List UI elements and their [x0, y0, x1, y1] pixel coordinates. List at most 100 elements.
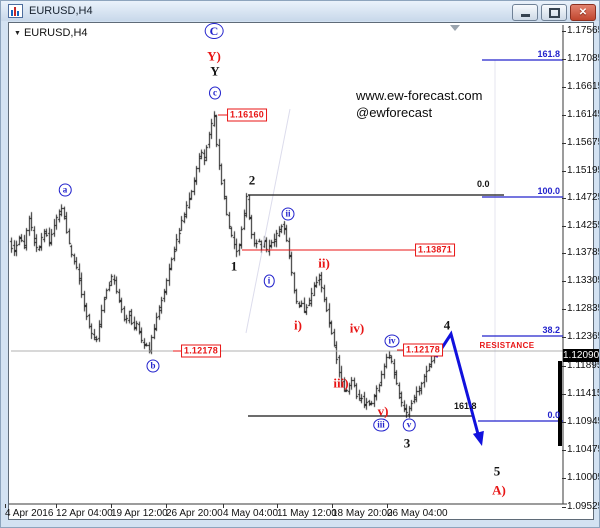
price-axis-tick [562, 171, 566, 172]
fib-black-label[interactable]: 161.8 [454, 401, 477, 411]
time-axis-tick [332, 504, 333, 508]
price-tag[interactable]: 1.16160 [227, 108, 267, 122]
chart-window-icon [8, 4, 23, 18]
price-axis-tick [562, 309, 566, 310]
time-axis-tick [387, 504, 388, 508]
price-axis-tick [562, 337, 566, 338]
time-axis-label: 18 May 20:00 [332, 508, 393, 519]
wave-label-4[interactable]: 4 [443, 317, 451, 333]
wave-label-i[interactable]: i) [294, 317, 302, 333]
wave-label-ii[interactable]: ii) [318, 255, 330, 271]
wave-label-c[interactable]: c [209, 86, 221, 100]
price-axis-tick [562, 478, 566, 479]
price-axis-label: 1.09525 [567, 501, 600, 512]
wave-label-iii[interactable]: iii) [333, 375, 349, 391]
wave-label-y[interactable]: Y [210, 63, 220, 79]
wave-label-b[interactable]: b [146, 359, 160, 373]
time-axis-label: 26 Apr 20:00 [166, 508, 223, 519]
close-button[interactable]: ✕ [570, 4, 596, 21]
window-title: EURUSD,H4 [29, 5, 93, 17]
price-axis-label: 1.14725 [567, 192, 600, 203]
wave-label-i[interactable]: i [263, 274, 275, 288]
price-axis-tick [562, 198, 566, 199]
price-axis-tick [562, 226, 566, 227]
price-axis-tick [562, 87, 566, 88]
close-icon: ✕ [578, 6, 588, 18]
time-axis-label: 4 May 04:00 [223, 508, 279, 519]
watermark-url: www.ew-forecast.com [356, 88, 483, 103]
price-axis-label: 1.10475 [567, 444, 600, 455]
time-axis-label: 19 Apr 12:00 [111, 508, 168, 519]
time-axis-label: 12 Apr 04:00 [56, 508, 113, 519]
time-axis-label: 26 May 04:00 [387, 508, 448, 519]
wave-label-y[interactable]: Y) [207, 48, 221, 64]
time-axis-tick [111, 504, 112, 508]
watermark-handle: @ewforecast [356, 105, 433, 120]
wave-label-1[interactable]: 1 [230, 258, 238, 274]
price-axis-tick [562, 507, 566, 508]
chart-shift-marker-icon[interactable] [450, 25, 460, 31]
wave-label-iv[interactable]: iv) [349, 320, 365, 336]
fib-black-label[interactable]: 0.0 [477, 179, 490, 189]
price-axis-tick [562, 59, 566, 60]
minimize-icon [520, 13, 530, 17]
price-axis-label: 1.14255 [567, 220, 600, 231]
wave-label-iv[interactable]: iv [384, 334, 400, 348]
price-axis-tick [562, 422, 566, 423]
wave-label-c[interactable]: C [204, 23, 224, 39]
wave-label-3[interactable]: 3 [403, 435, 411, 451]
wave-label-a[interactable]: a [58, 183, 72, 197]
price-axis-label: 1.17085 [567, 53, 600, 64]
price-axis-tick [562, 281, 566, 282]
current-price-badge: 1.12090 [563, 349, 600, 362]
price-axis-tick [562, 450, 566, 451]
price-tag[interactable]: 1.13871 [415, 243, 455, 257]
time-axis-tick [5, 504, 6, 508]
price-axis-label: 1.17565 [567, 25, 600, 36]
time-axis-tick [223, 504, 224, 508]
wave-label-resistance[interactable]: RESISTANCE [479, 341, 535, 350]
time-axis-tick [166, 504, 167, 508]
price-tag[interactable]: 1.12178 [403, 343, 443, 357]
price-tag[interactable]: 1.12178 [181, 344, 221, 358]
title-bar[interactable]: EURUSD,H4 ✕ [1, 1, 599, 21]
wave-label-a[interactable]: A) [492, 482, 506, 498]
fib-blue-label[interactable]: 38.2 [542, 325, 560, 335]
price-axis-label: 1.13305 [567, 275, 600, 286]
price-axis-tick [562, 143, 566, 144]
wave-label-v[interactable]: v) [377, 403, 389, 419]
price-axis-label: 1.10005 [567, 472, 600, 483]
price-axis-label: 1.13785 [567, 247, 600, 258]
time-axis-label: 11 May 12:00 [277, 508, 337, 519]
wave-label-ii[interactable]: ii [281, 207, 295, 221]
price-axis-label: 1.16615 [567, 81, 600, 92]
wave-label-2[interactable]: 2 [248, 172, 256, 188]
fib-blue-label[interactable]: 100.0 [537, 186, 560, 196]
fib-blue-label[interactable]: 0.0 [547, 410, 560, 420]
maximize-button[interactable] [541, 4, 567, 21]
price-axis-label: 1.10945 [567, 416, 600, 427]
minimize-button[interactable] [512, 4, 538, 21]
price-axis-label: 1.16145 [567, 109, 600, 120]
wave-label-iii[interactable]: iii [373, 418, 389, 432]
time-axis-tick [56, 504, 57, 508]
wave-label-v[interactable]: v [402, 418, 416, 432]
price-axis-label: 1.11415 [567, 388, 600, 399]
time-axis-tick [277, 504, 278, 508]
symbol-label[interactable]: ▼ EURUSD,H4 [14, 27, 88, 39]
price-axis-label: 1.11895 [567, 360, 600, 371]
price-axis-tick [562, 366, 566, 367]
price-axis-label: 1.12365 [567, 331, 600, 342]
price-axis-label: 1.15675 [567, 137, 600, 148]
price-axis-tick [562, 394, 566, 395]
wave-label-5[interactable]: 5 [493, 463, 501, 479]
watermark: www.ew-forecast.com @ewforecast [356, 87, 482, 121]
fib-blue-label[interactable]: 161.8 [537, 49, 560, 59]
maximize-icon [548, 7, 560, 18]
price-axis-label: 1.15195 [567, 165, 600, 176]
price-axis-tick [562, 253, 566, 254]
time-axis-label: 4 Apr 2016 [5, 508, 54, 519]
symbol-dropdown-icon: ▼ [14, 30, 21, 37]
price-axis-tick [562, 115, 566, 116]
